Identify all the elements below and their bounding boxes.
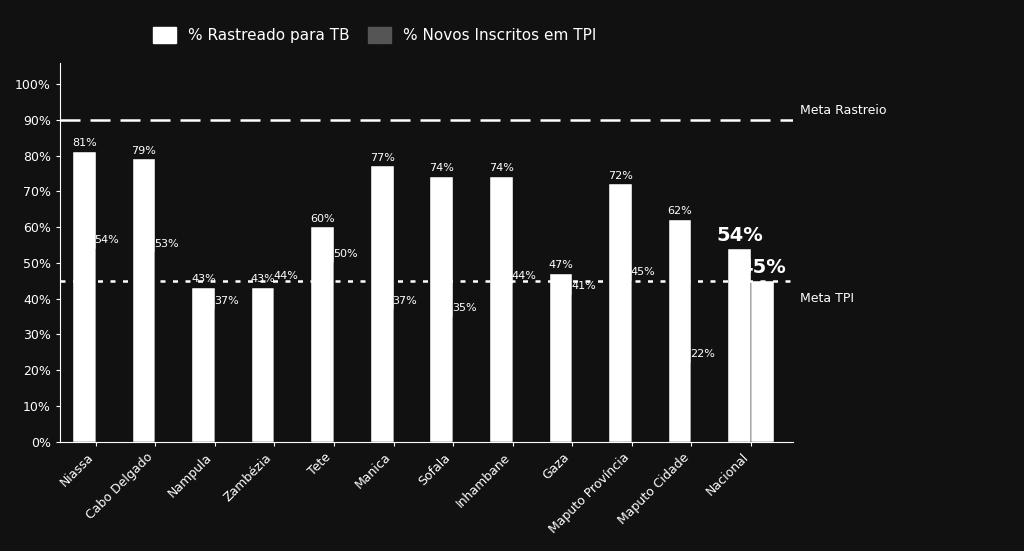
Bar xyxy=(274,284,297,442)
Bar xyxy=(728,249,751,442)
Bar xyxy=(430,177,453,442)
Bar xyxy=(691,363,714,442)
Bar xyxy=(632,281,654,442)
Text: 50%: 50% xyxy=(333,249,357,260)
Bar xyxy=(669,220,691,442)
Bar xyxy=(215,309,238,442)
Text: 47%: 47% xyxy=(549,260,573,270)
Text: 43%: 43% xyxy=(251,274,275,284)
Text: 79%: 79% xyxy=(131,145,157,155)
Bar xyxy=(334,263,356,442)
Bar xyxy=(132,159,156,442)
Bar xyxy=(609,184,632,442)
Text: 45%: 45% xyxy=(739,258,785,277)
Text: 81%: 81% xyxy=(72,138,96,148)
Text: 45%: 45% xyxy=(631,267,655,277)
Text: 74%: 74% xyxy=(429,164,455,174)
Text: 54%: 54% xyxy=(716,226,763,245)
Bar xyxy=(572,295,595,442)
Text: 22%: 22% xyxy=(690,349,715,359)
Text: 35%: 35% xyxy=(453,303,477,313)
Text: 37%: 37% xyxy=(214,296,239,306)
Text: Meta Rastreio: Meta Rastreio xyxy=(800,104,886,117)
Text: 60%: 60% xyxy=(310,214,335,224)
Bar xyxy=(311,227,334,442)
Bar xyxy=(252,288,274,442)
Bar xyxy=(371,166,393,442)
Bar xyxy=(751,281,773,442)
Text: 62%: 62% xyxy=(668,207,692,217)
Bar xyxy=(550,274,572,442)
Text: 37%: 37% xyxy=(392,296,417,306)
Bar xyxy=(73,152,95,442)
Bar xyxy=(393,309,416,442)
Text: 44%: 44% xyxy=(512,271,537,281)
Text: 44%: 44% xyxy=(273,271,298,281)
Text: 43%: 43% xyxy=(191,274,216,284)
Text: 77%: 77% xyxy=(370,153,394,163)
Text: Meta TPI: Meta TPI xyxy=(800,292,854,305)
Bar xyxy=(490,177,513,442)
Text: 54%: 54% xyxy=(94,235,120,245)
Legend: % Rastreado para TB, % Novos Inscritos em TPI: % Rastreado para TB, % Novos Inscritos e… xyxy=(147,21,603,49)
Bar xyxy=(453,316,476,442)
Text: 41%: 41% xyxy=(571,282,596,291)
Text: 53%: 53% xyxy=(155,239,179,249)
Bar xyxy=(95,249,119,442)
Text: 74%: 74% xyxy=(488,164,514,174)
Bar xyxy=(193,288,215,442)
Text: 72%: 72% xyxy=(608,171,633,181)
Bar xyxy=(513,284,536,442)
Bar xyxy=(156,252,178,442)
